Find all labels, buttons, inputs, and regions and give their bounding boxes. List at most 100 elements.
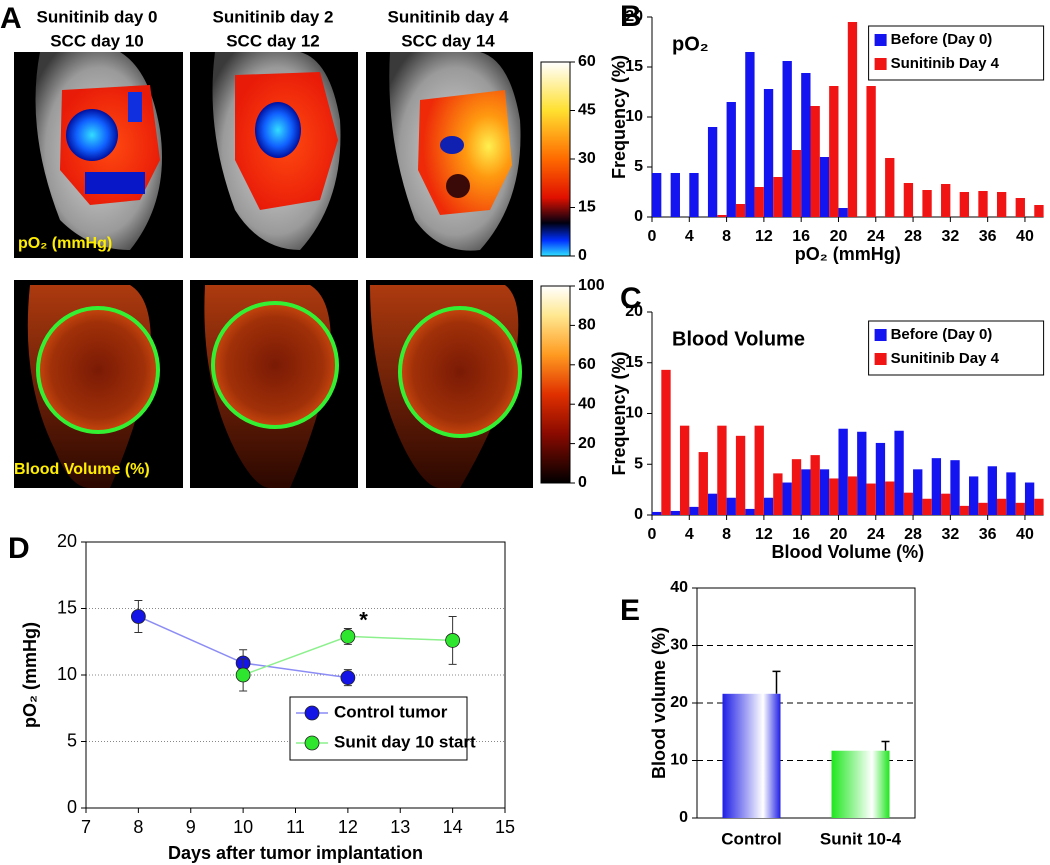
chart-title: Blood Volume bbox=[672, 328, 805, 350]
image-label: Blood Volume (%) bbox=[14, 461, 150, 478]
bar bbox=[829, 86, 839, 217]
bar bbox=[819, 157, 830, 217]
x-tick-label: 4 bbox=[685, 228, 694, 245]
bar bbox=[810, 455, 820, 515]
error-bar bbox=[772, 670, 781, 694]
x-tick-label: 32 bbox=[941, 526, 959, 543]
bar bbox=[969, 476, 979, 515]
bar bbox=[782, 61, 792, 217]
x-tick-label: 0 bbox=[648, 228, 657, 245]
legend-box bbox=[868, 320, 1045, 376]
bar bbox=[726, 497, 736, 515]
bar bbox=[735, 204, 746, 217]
bar bbox=[782, 482, 792, 515]
bar bbox=[885, 158, 895, 217]
legend-swatch bbox=[874, 353, 887, 365]
bar bbox=[987, 466, 997, 515]
bar bbox=[1034, 498, 1044, 515]
bar bbox=[763, 89, 774, 217]
blood-volume-images bbox=[14, 280, 533, 488]
bar bbox=[1015, 502, 1025, 515]
column-title: Sunitinib day 0 bbox=[37, 7, 158, 26]
x-axis-label: Days after tumor implantation bbox=[168, 843, 423, 863]
bar bbox=[875, 442, 886, 515]
bar bbox=[922, 498, 932, 515]
bar bbox=[1024, 482, 1035, 515]
x-tick-label: 12 bbox=[338, 817, 358, 837]
x-tick-label: 36 bbox=[979, 228, 997, 245]
bar bbox=[689, 173, 699, 217]
bar bbox=[950, 460, 960, 515]
bar bbox=[1034, 205, 1044, 217]
bar bbox=[903, 183, 914, 217]
bar bbox=[978, 191, 988, 217]
point bbox=[340, 670, 356, 686]
point bbox=[235, 667, 251, 683]
colorbar-tick-label: 20 bbox=[578, 435, 596, 452]
y-tick-label: 5 bbox=[634, 455, 643, 472]
point bbox=[130, 609, 146, 624]
bar bbox=[717, 215, 727, 217]
legend-label: Sunitinib Day 4 bbox=[891, 350, 1000, 367]
bar bbox=[670, 173, 680, 217]
panel-letter: A bbox=[0, 2, 22, 35]
legend-swatch bbox=[874, 58, 887, 70]
y-tick-label: 20 bbox=[57, 531, 77, 551]
bar bbox=[847, 476, 858, 515]
bar bbox=[754, 425, 764, 515]
legend-label: Before (Day 0) bbox=[891, 326, 993, 343]
legend-label: Sunitinib Day 4 bbox=[891, 55, 1000, 72]
x-tick-label: Sunit 10-4 bbox=[820, 829, 902, 848]
error-bar bbox=[881, 740, 890, 751]
bar bbox=[801, 469, 811, 515]
bar bbox=[754, 187, 764, 217]
bar bbox=[791, 459, 802, 515]
bar bbox=[922, 190, 932, 217]
bar bbox=[996, 498, 1007, 515]
bar bbox=[679, 425, 690, 515]
x-axis-label: pO₂ (mmHg) bbox=[795, 244, 901, 264]
x-tick-label: 16 bbox=[792, 526, 810, 543]
y-axis-label: pO₂ (mmHg) bbox=[20, 622, 40, 728]
legend-label: Sunit day 10 start bbox=[334, 732, 476, 751]
y-tick-label: 10 bbox=[625, 405, 643, 422]
x-tick-label: 24 bbox=[867, 526, 885, 543]
bar bbox=[913, 469, 923, 515]
bar bbox=[670, 510, 680, 515]
y-tick-label: 20 bbox=[670, 694, 688, 711]
bar bbox=[735, 435, 746, 515]
x-tick-label: 11 bbox=[286, 817, 305, 837]
x-tick-label: 32 bbox=[941, 228, 959, 245]
bar bbox=[773, 177, 783, 217]
bar bbox=[894, 430, 904, 515]
bar bbox=[959, 505, 970, 515]
colorbar-tick-label: 60 bbox=[578, 356, 596, 373]
bar bbox=[661, 369, 671, 515]
legend-box bbox=[289, 696, 468, 761]
x-tick-label: Control bbox=[721, 829, 781, 848]
colorbar-tick-label: 60 bbox=[578, 53, 596, 70]
bar bbox=[707, 493, 718, 515]
y-tick-label: 15 bbox=[57, 597, 77, 617]
point bbox=[340, 629, 356, 644]
x-tick-label: 13 bbox=[390, 817, 410, 837]
colorbar-tick-label: 100 bbox=[578, 277, 605, 294]
bar bbox=[652, 511, 662, 515]
x-tick-label: 40 bbox=[1016, 228, 1034, 245]
y-axis-label: Frequency (%) bbox=[609, 55, 629, 179]
bar bbox=[717, 425, 727, 515]
bar bbox=[866, 86, 876, 217]
y-tick-label: 5 bbox=[634, 158, 643, 175]
bar bbox=[689, 506, 699, 515]
x-tick-label: 4 bbox=[685, 526, 694, 543]
bar bbox=[838, 208, 848, 217]
y-tick-label: 10 bbox=[57, 664, 77, 684]
x-tick-label: 16 bbox=[792, 228, 810, 245]
bar bbox=[941, 184, 951, 217]
bar bbox=[726, 102, 736, 217]
bar bbox=[722, 693, 781, 818]
x-tick-label: 8 bbox=[722, 526, 731, 543]
bar bbox=[885, 481, 895, 515]
legend-label: Control tumor bbox=[334, 702, 448, 721]
